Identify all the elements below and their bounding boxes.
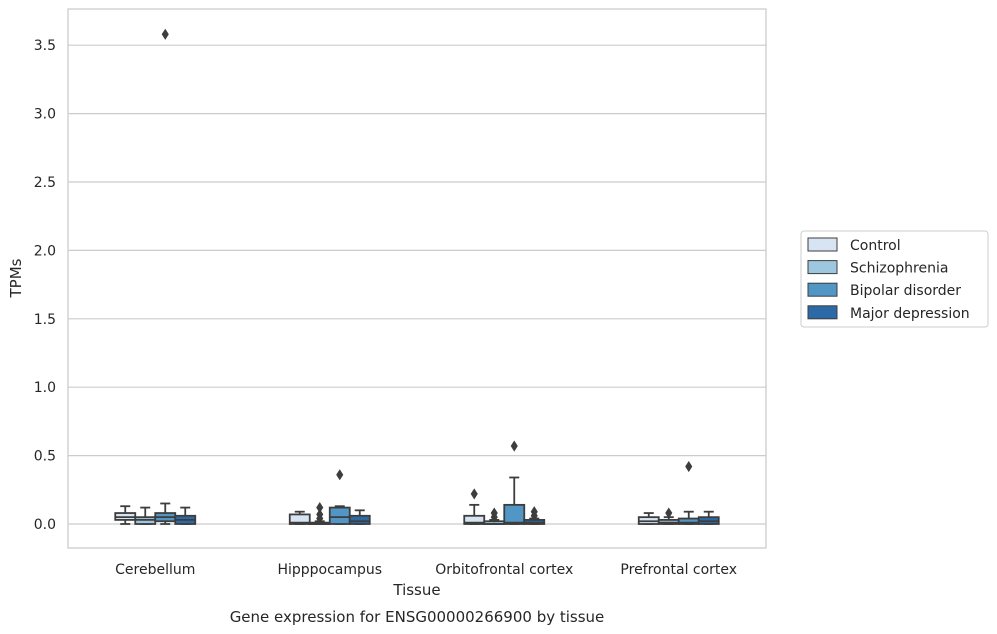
box-orbitofrontal-cortex-control: [463, 488, 486, 525]
box-hipppocampus-control: [288, 510, 311, 525]
box-prefrontal-cortex-control: [637, 512, 660, 525]
legend-swatch: [807, 282, 838, 297]
box-orbitofrontal-cortex-bipolar-disorder: [503, 440, 526, 525]
outlier-point: [161, 28, 169, 40]
outlier-point: [665, 507, 673, 519]
legend-item-control: Control: [807, 237, 901, 254]
y-gridlines: [68, 44, 766, 525]
y-tick-label: 0.0: [34, 517, 56, 533]
y-tick-labels: 0.0 0.5 1.0 1.5 2.0 2.5 3.0 3.5: [34, 38, 56, 533]
box-cerebellum-schizophrenia: [134, 506, 157, 525]
y-tick-label: 0.5: [34, 449, 56, 465]
box-body: [348, 514, 371, 525]
legend-label: Bipolar disorder: [850, 283, 961, 299]
legend-item-schizophrenia: Schizophrenia: [807, 260, 948, 277]
x-tick-labels: Cerebellum Hipppocampus Orbitofrontal cort…: [115, 562, 737, 578]
legend-frame: [800, 230, 989, 328]
x-tick-label-hipppocampus: Hipppocampus: [277, 562, 382, 578]
legend-label: Major depression: [850, 306, 970, 322]
outlier-point: [490, 507, 498, 519]
outlier-point: [316, 502, 324, 514]
y-tick-label: 2.5: [34, 175, 56, 191]
box-cerebellum-major-depression: [174, 506, 197, 525]
plot-area-frame: [67, 8, 767, 549]
legend-swatch: [807, 305, 838, 320]
y-tick-label: 1.5: [34, 312, 56, 328]
box-hipppocampus-major-depression: [348, 509, 371, 525]
legend-swatch: [807, 237, 838, 252]
outlier-point: [510, 440, 518, 452]
y-tick-label: 3.5: [34, 38, 56, 54]
box-prefrontal-cortex-major-depression: [697, 510, 720, 525]
box-orbitofrontal-cortex-major-depression: [523, 506, 546, 525]
box-prefrontal-cortex-schizophrenia: [657, 507, 680, 525]
outlier-point: [685, 460, 693, 473]
y-tick-label: 2.0: [34, 243, 56, 259]
x-axis-label: Tissue: [392, 581, 440, 599]
legend-label: Control: [850, 238, 901, 254]
y-tick-label: 1.0: [34, 380, 56, 396]
box-groups: [114, 28, 720, 525]
y-axis-label: TPMs: [7, 258, 25, 298]
box-body: [503, 503, 526, 525]
legend-swatch: [807, 260, 838, 275]
box-prefrontal-cortex-bipolar-disorder: [677, 460, 700, 525]
y-tick-label: 3.0: [34, 107, 56, 123]
box-cerebellum-control: [114, 505, 137, 525]
legend-item-major-depression: Major depression: [807, 305, 970, 322]
box-body: [288, 513, 311, 525]
outlier-point: [316, 508, 324, 520]
x-tick-label-prefrontal-cortex: Prefrontal cortex: [620, 562, 737, 578]
x-tick-label-cerebellum: Cerebellum: [115, 562, 195, 578]
box-cerebellum-bipolar-disorder: [154, 28, 177, 525]
legend-item-bipolar-disorder: Bipolar disorder: [807, 282, 961, 299]
box-body: [463, 514, 486, 525]
figure-caption: Gene expression for ENSG00000266900 by t…: [230, 608, 605, 626]
box-hipppocampus-schizophrenia: [308, 502, 331, 525]
x-tick-label-orbitofrontal-cortex: Orbitofrontal cortex: [435, 562, 573, 578]
box-body: [328, 506, 351, 525]
legend: Control Schizophrenia Bipolar disorder Majo…: [800, 230, 989, 328]
legend-label: Schizophrenia: [850, 261, 948, 277]
outlier-point: [336, 469, 344, 481]
outlier-point: [530, 506, 538, 518]
box-orbitofrontal-cortex-schizophrenia: [483, 507, 506, 525]
box-hipppocampus-bipolar-disorder: [328, 469, 351, 525]
outlier-point: [470, 488, 478, 500]
